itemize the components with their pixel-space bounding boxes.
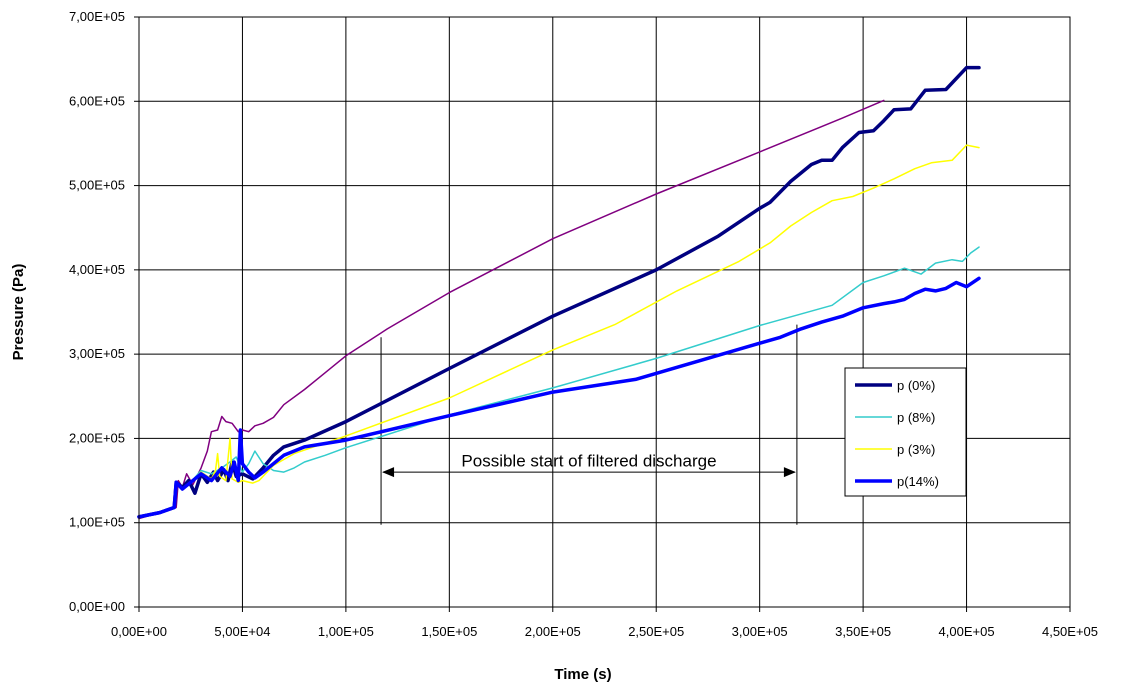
y-axis-title: Pressure (Pa)	[10, 264, 27, 361]
annotation-text: Possible start of filtered discharge	[461, 451, 716, 470]
annotation-layer: Possible start of filtered discharge	[380, 324, 798, 525]
series-line-unlabeled	[138, 99, 885, 520]
y-tick-label: 1,00E+05	[69, 515, 125, 530]
y-tick-label: 2,00E+05	[69, 430, 125, 445]
legend-label-p14: p(14%)	[897, 474, 939, 489]
plot-area-border	[138, 16, 1071, 608]
x-tick-label: 5,00E+04	[214, 624, 270, 639]
legend-label-p3: p (3%)	[897, 442, 935, 457]
grid-layer	[139, 16, 1071, 607]
annotation-arrowhead-left	[382, 467, 395, 478]
x-tick-label: 3,00E+05	[732, 624, 788, 639]
x-tick-label: 4,00E+05	[939, 624, 995, 639]
legend-label-p0: p (0%)	[897, 378, 935, 393]
legend: p (0%) p (8%) p (3%) p(14%)	[844, 367, 967, 497]
x-tick-label: 1,00E+05	[318, 624, 374, 639]
legend-label-p8: p (8%)	[897, 410, 935, 425]
legend-box	[844, 367, 967, 497]
y-tick-label: 0,00E+00	[69, 599, 125, 614]
y-tick-label: 6,00E+05	[69, 93, 125, 108]
x-tick-label: 2,50E+05	[628, 624, 684, 639]
x-tick-label: 0,00E+00	[111, 624, 167, 639]
series-layer	[137, 65, 981, 520]
series-line-p14	[137, 276, 981, 519]
x-tick-label: 2,00E+05	[525, 624, 581, 639]
x-axis-title: Time (s)	[554, 666, 611, 683]
x-tick-label: 1,50E+05	[421, 624, 477, 639]
x-tick-label: 3,50E+05	[835, 624, 891, 639]
annotation-arrowhead-right	[783, 467, 796, 478]
x-tick-label: 4,50E+05	[1042, 624, 1098, 639]
y-tick-label: 7,00E+05	[69, 9, 125, 24]
y-tick-label: 5,00E+05	[69, 178, 125, 193]
series-line-p0	[137, 65, 981, 519]
y-tick-label: 4,00E+05	[69, 262, 125, 277]
y-tick-label: 3,00E+05	[69, 346, 125, 361]
axis-layer: 0,00E+00 1,00E+05 2,00E+05 3,00E+05 4,00E+05…	[69, 9, 1098, 639]
